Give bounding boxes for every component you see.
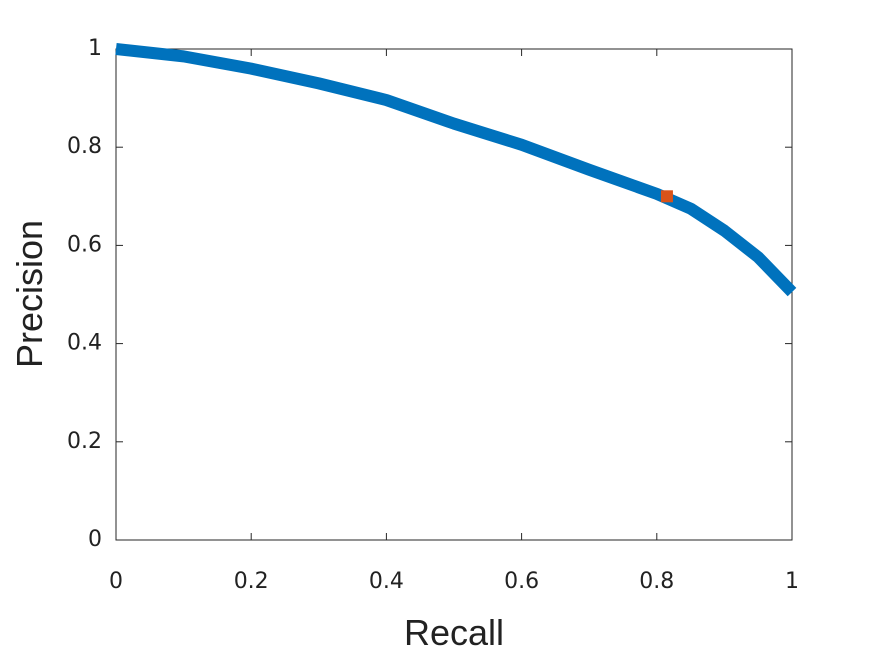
y-tick-label: 0.8 xyxy=(67,134,102,159)
y-tick-label: 0 xyxy=(88,527,102,552)
x-tick-label: 0.4 xyxy=(369,569,404,594)
y-tick-label: 0.6 xyxy=(67,232,102,257)
x-tick-label: 0.2 xyxy=(234,569,269,594)
x-axis-label: Recall xyxy=(404,612,504,653)
line-series xyxy=(115,43,797,297)
plot-frame xyxy=(115,48,793,541)
y-tick-label: 0.2 xyxy=(67,429,102,454)
x-tick-label: 0.8 xyxy=(639,569,674,594)
x-tick-label: 0.6 xyxy=(504,569,539,594)
marker xyxy=(660,190,673,203)
y-axis-label: Precision xyxy=(9,220,50,368)
y-tick-label: 1 xyxy=(88,36,102,61)
x-tick-label: 0 xyxy=(109,569,123,594)
y-tick-label: 0.4 xyxy=(67,331,102,356)
x-tick-label: 1 xyxy=(785,569,799,594)
